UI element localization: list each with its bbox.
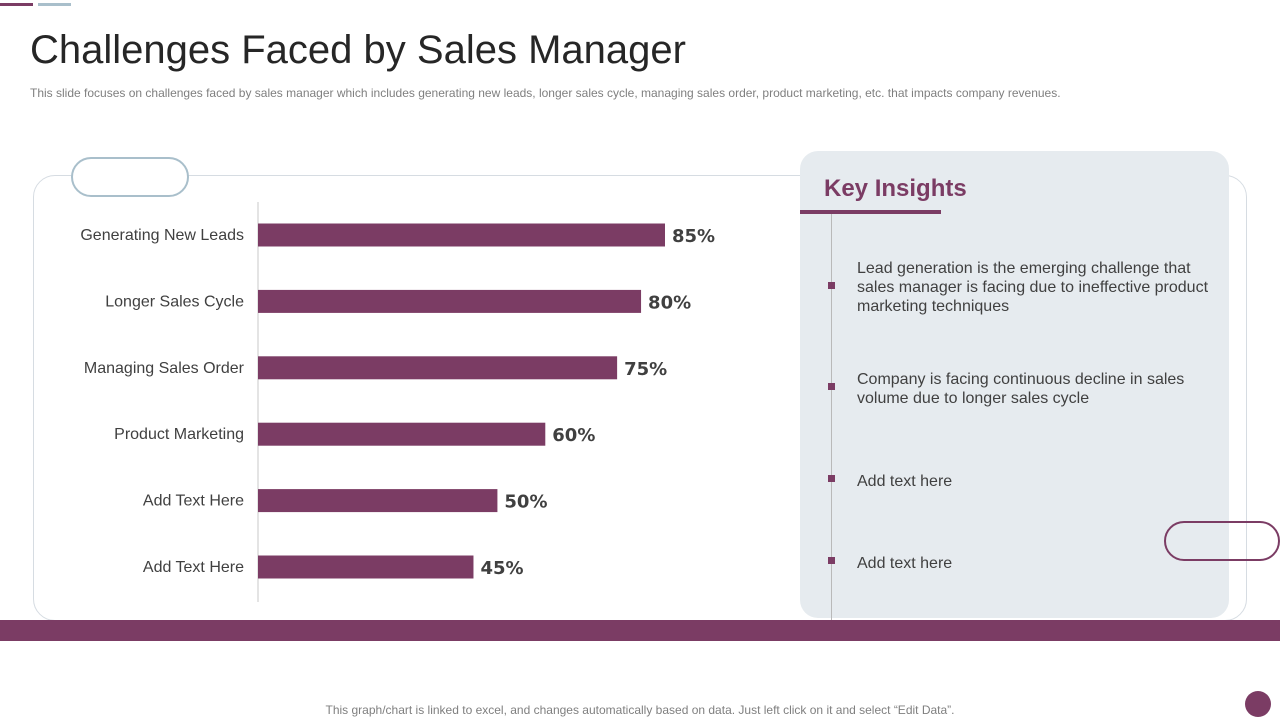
decorative-pill-top xyxy=(71,157,189,197)
square-bullet-icon xyxy=(828,383,835,390)
insights-title-underline xyxy=(800,210,941,214)
page-subtitle: This slide focuses on challenges faced b… xyxy=(30,86,1061,100)
bar[interactable] xyxy=(258,422,546,446)
decorative-pill-right xyxy=(1164,521,1280,561)
bar[interactable] xyxy=(258,356,618,380)
insight-text: Add text here xyxy=(857,555,953,572)
insight-text: Company is facing continuous decline in … xyxy=(857,371,1185,407)
category-label: Longer Sales Cycle xyxy=(105,293,244,310)
category-label: Add Text Here xyxy=(143,559,244,576)
bar[interactable] xyxy=(258,489,498,513)
footer-note: This graph/chart is linked to excel, and… xyxy=(325,703,955,717)
value-label: 75% xyxy=(624,359,667,380)
square-bullet-icon xyxy=(828,475,835,482)
category-label: Generating New Leads xyxy=(80,227,244,244)
page-title: Challenges Faced by Sales Manager xyxy=(30,28,686,72)
category-label: Managing Sales Order xyxy=(84,360,245,377)
bar[interactable] xyxy=(258,555,474,579)
value-label: 45% xyxy=(480,558,523,579)
category-label: Add Text Here xyxy=(143,493,244,510)
square-bullet-icon xyxy=(828,282,835,289)
insights-timeline-line xyxy=(831,214,832,620)
accent-line-secondary xyxy=(38,3,71,6)
value-label: 85% xyxy=(672,226,715,247)
accent-line-primary xyxy=(0,3,33,6)
bottom-accent-band xyxy=(0,620,1280,641)
bar[interactable] xyxy=(258,289,642,313)
insights-panel xyxy=(800,151,1229,618)
value-label: 60% xyxy=(552,425,595,446)
square-bullet-icon xyxy=(828,557,835,564)
bar[interactable] xyxy=(258,223,665,247)
value-label: 50% xyxy=(504,492,547,513)
insight-text: Add text here xyxy=(857,473,953,490)
bar-chart[interactable]: Generating New Leads 85% Longer Sales Cycl… xyxy=(0,0,800,620)
decorative-corner-dot xyxy=(1245,691,1271,717)
insights-title: Key Insights xyxy=(824,175,967,202)
value-label: 80% xyxy=(648,292,691,313)
category-label: Product Marketing xyxy=(114,426,244,443)
insight-text: Lead generation is the emerging challeng… xyxy=(857,260,1209,315)
